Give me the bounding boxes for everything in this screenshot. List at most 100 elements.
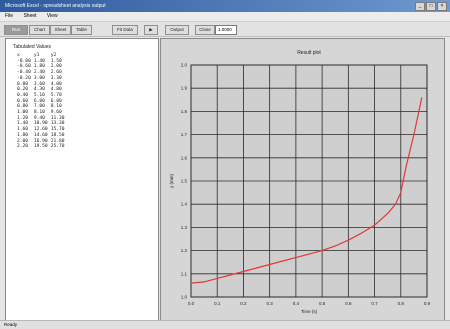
table-cell: 0.80 [17,104,29,110]
table-cell: 2.40 [33,70,45,76]
status-bar: Ready [0,320,450,329]
table-cell: 7.00 [33,104,45,110]
x-tick-label: 0.8 [398,301,405,306]
y-tick-label: 1.8 [181,109,188,114]
status-text: Ready [4,322,18,327]
table-cell: 25.70 [50,144,65,150]
table-cell: 2.60 [50,70,62,76]
table-row: -0.20 3.00 3.30 [17,76,68,82]
x-tick-label: 0.3 [267,301,274,306]
table-cell: 1.20 [17,115,29,121]
table-cell: 19.50 [33,144,48,150]
x-tick-label: 0.2 [240,301,247,306]
menu-sheet[interactable]: Sheet [23,13,37,19]
table-row: -0.80 1.40 1.50 [17,59,68,65]
table-cell: 11.30 [50,115,65,121]
play-button[interactable]: ▶ [144,25,158,35]
x-tick-label: 0.6 [345,301,352,306]
table-cell: 3.60 [33,81,45,87]
chart-button[interactable]: Chart [29,25,50,35]
table-row: 1.80 14.60 18.50 [17,133,68,139]
y-tick-label: 1.0 [181,295,188,300]
table-cell: 1.40 [17,121,29,127]
table-row: 0.00 3.60 4.00 [17,82,68,88]
menu-file[interactable]: File [5,13,14,19]
table-cell: 21.80 [50,138,65,144]
column-header: x [17,53,20,58]
table-cell: 0.20 [17,87,29,93]
table-cell: 0.00 [17,81,29,87]
y-tick-label: 1.4 [181,202,188,207]
table-cell: 4.80 [50,87,62,93]
table-cell: -0.80 [17,58,31,64]
table-cell: 4.00 [50,81,62,87]
table-cell: 5.70 [50,92,62,98]
menu-bar: File Sheet View [0,12,450,22]
table-cell: -0.60 [17,64,31,70]
table-cell: 1.00 [17,110,29,116]
table-cell: 14.60 [33,132,48,138]
title-bar: Microsoft Excel - spreadsheet analysis o… [0,0,450,12]
column-header: y1 [33,53,40,58]
table-row: -0.60 1.80 2.00 [17,64,68,70]
maximize-button[interactable]: □ [426,2,436,11]
table-cell: 4.30 [33,87,45,93]
x-tick-label: 0.0 [188,301,195,306]
close-button[interactable]: × [437,2,447,11]
table-button[interactable]: Table [71,25,92,35]
y-tick-label: 1.3 [181,225,188,230]
table-row: 1.40 10.90 13.30 [17,121,68,127]
table-cell: 8.10 [50,104,62,110]
table-row: 1.00 8.10 9.60 [17,110,68,116]
window-controls: _ □ × [415,2,447,11]
table-cell: 15.70 [50,127,65,133]
table-row: 0.80 7.00 8.10 [17,104,68,110]
series-line [190,97,423,284]
table-cell: 3.30 [50,75,62,81]
fit-data-button[interactable]: Fit Data [112,25,138,35]
table-cell: 16.90 [33,138,48,144]
table-cell: 6.80 [50,98,62,104]
data-panel: Tabulated Values x y1 y2 -0.80 1.40 1.50 -0… [5,38,159,322]
y-tick-label: 1.1 [181,271,188,276]
y-tick-label: 1.2 [181,248,188,253]
y-tick-label: 1.9 [181,86,188,91]
value-field[interactable]: 1.0000 [215,25,237,35]
table-row: 1.60 12.60 15.70 [17,127,68,133]
table-cell: 2.00 [50,64,62,70]
output-button[interactable]: Output [165,25,189,35]
table-cell: 6.00 [33,98,45,104]
column-header: y2 [50,53,57,58]
table-cell: 18.50 [50,132,65,138]
table-header-row: x y1 y2 [17,53,68,59]
table-row: -0.40 2.40 2.60 [17,70,68,76]
data-table: x y1 y2 -0.80 1.40 1.50 -0.60 1.80 2.00 -0.40 2… [17,53,68,150]
table-cell: -0.20 [17,75,31,81]
x-tick-label: 0.1 [214,301,221,306]
chart-panel: Result plot 0.0 0.1 0.2 0.3 0.4 0.5 0.6 0.7 0.8 0.… [160,38,445,322]
run-button[interactable]: Run [4,25,28,35]
table-cell: 3.00 [33,75,45,81]
table-cell: 13.30 [50,121,65,127]
y-tick-label: 1.5 [181,179,188,184]
chart-svg: Result plot 0.0 0.1 0.2 0.3 0.4 0.5 0.6 0.7 0.8 0.… [169,50,431,314]
close-output-button[interactable]: Close [195,25,215,35]
table-row: 0.40 5.10 5.70 [17,93,68,99]
x-tick-label: 0.5 [319,301,326,306]
x-tick-label: 0.9 [424,301,431,306]
table-row: 2.00 16.90 21.80 [17,139,68,145]
minimize-button[interactable]: _ [415,2,425,11]
table-row: 1.20 9.40 11.30 [17,116,68,122]
table-row: 0.20 4.30 4.80 [17,87,68,93]
y-tick-label: 2.0 [181,63,188,68]
y-tick-label: 1.7 [181,132,188,137]
menu-view[interactable]: View [46,13,58,19]
table-cell: 10.90 [33,121,48,127]
table-row: 2.20 19.50 25.70 [17,144,68,150]
sheet-button[interactable]: Sheet [50,25,71,35]
table-cell: 0.40 [17,92,29,98]
table-cell: 8.10 [33,110,45,116]
chart-title: Result plot [297,50,321,56]
table-cell: 1.60 [17,127,29,133]
